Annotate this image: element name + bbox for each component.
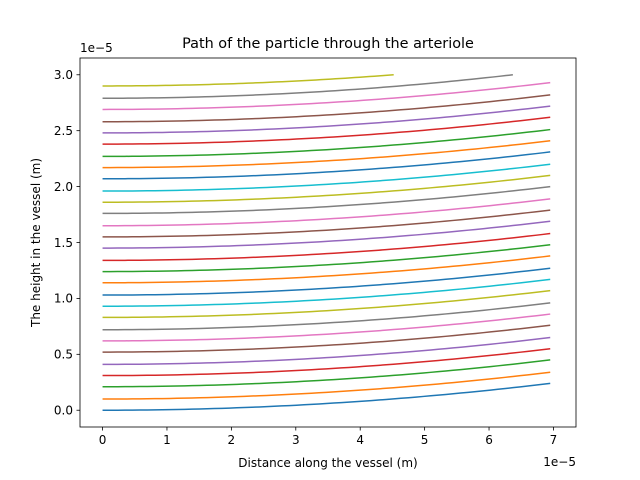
trajectory-line-11: [102, 267, 551, 296]
trajectory-line-24: [102, 116, 551, 145]
trajectory-line-27: [102, 81, 551, 111]
trajectory-line-23: [102, 128, 551, 158]
y-offset-text: 1e−5: [80, 41, 113, 55]
trajectory-line-17: [102, 198, 551, 227]
x-tick-label-3: 3: [292, 433, 300, 447]
x-tick-label-0: 0: [99, 433, 107, 447]
trajectory-line-22: [102, 140, 551, 169]
x-axis-label: Distance along the vessel (m): [238, 456, 417, 470]
trajectory-line-6: [102, 324, 551, 353]
x-tick-label-6: 6: [485, 433, 493, 447]
x-tick-label-5: 5: [421, 433, 429, 447]
trajectory-line-5: [102, 336, 551, 366]
x-tick-label-7: 7: [550, 433, 558, 447]
x-tick-label-4: 4: [356, 433, 364, 447]
trajectory-line-19: [102, 174, 551, 203]
trajectory-line-25: [102, 105, 551, 134]
axis-ticks: 0 1 2 3 4 5 6 7 0.0 0.5 1.0 1.5 2.0 2.5 3.0: [54, 68, 557, 447]
y-tick-label-3: 1.5: [54, 236, 73, 250]
y-tick-label-2: 1.0: [54, 292, 73, 306]
plot-lines: [102, 74, 551, 411]
y-tick-label-4: 2.0: [54, 180, 73, 194]
x-offset-text: 1e−5: [543, 455, 576, 469]
x-tick-label-1: 1: [163, 433, 171, 447]
plot-frame: [79, 57, 577, 428]
trajectory-line-15: [102, 220, 551, 249]
trajectory-line-4: [102, 347, 551, 377]
trajectory-line-20: [102, 163, 551, 192]
trajectory-line-14: [102, 232, 551, 262]
trajectory-line-7: [102, 313, 551, 342]
trajectory-line-1: [102, 382, 551, 411]
y-tick-label-6: 3.0: [54, 68, 73, 82]
trajectory-line-16: [102, 209, 551, 238]
trajectory-line-29: [102, 74, 394, 87]
trajectory-line-28: [102, 74, 513, 99]
y-tick-label-0: 0.0: [54, 404, 73, 418]
trajectory-line-21: [102, 151, 551, 180]
y-tick-label-1: 0.5: [54, 348, 73, 362]
trajectory-line-18: [102, 185, 551, 215]
y-axis-label: The height in the vessel (m): [29, 158, 43, 328]
trajectory-line-12: [102, 255, 551, 284]
trajectory-line-26: [102, 94, 551, 123]
trajectory-line-2: [102, 371, 551, 400]
trajectory-line-8: [102, 302, 551, 331]
trajectory-line-13: [102, 243, 551, 273]
x-tick-label-2: 2: [228, 433, 236, 447]
y-tick-label-5: 2.5: [54, 124, 73, 138]
trajectory-line-9: [102, 289, 551, 319]
trajectory-line-10: [102, 278, 551, 307]
trajectory-line-3: [102, 359, 551, 388]
chart-title: Path of the particle through the arterio…: [182, 36, 474, 52]
